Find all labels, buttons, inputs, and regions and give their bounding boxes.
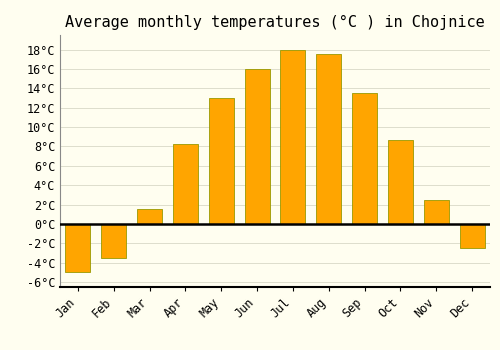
Bar [352,93,377,224]
Bar [208,98,234,224]
Bar [280,50,305,224]
Bar [424,200,449,224]
Bar [137,209,162,224]
Bar [244,69,270,224]
Bar [388,140,413,224]
Bar [173,144,198,224]
Title: Average monthly temperatures (°C ) in Chojnice: Average monthly temperatures (°C ) in Ch… [65,15,485,30]
Bar [460,224,484,248]
Bar [66,224,90,272]
Bar [316,54,342,224]
Bar [101,224,126,258]
